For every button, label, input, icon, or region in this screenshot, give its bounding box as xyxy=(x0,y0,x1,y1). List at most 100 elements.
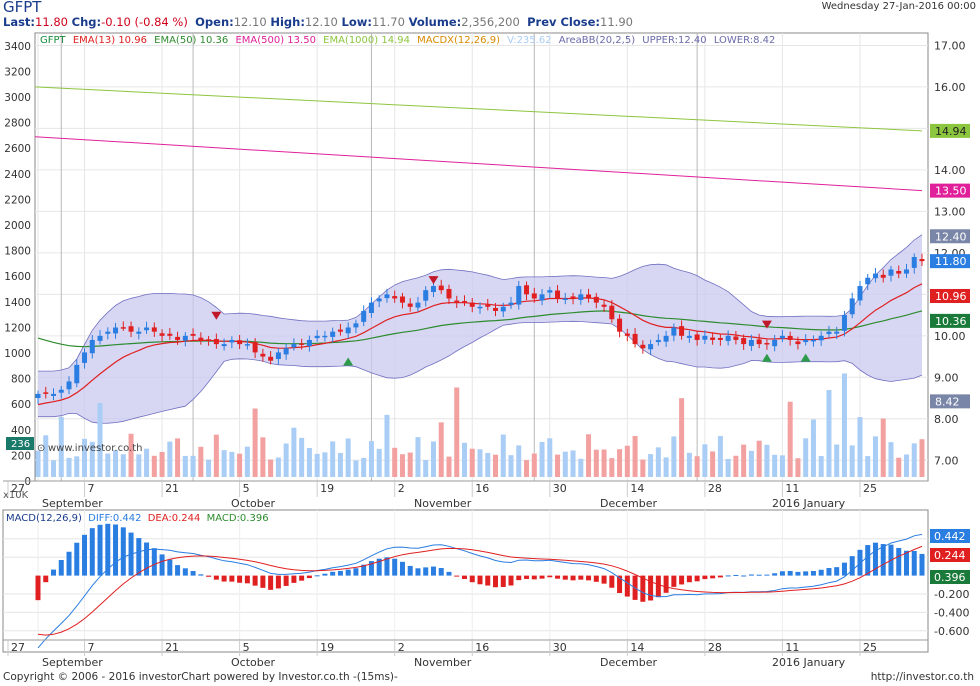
volume-bar xyxy=(710,451,716,477)
volume-bar xyxy=(679,398,685,477)
macd-histogram-bar xyxy=(175,565,181,576)
volume-bar xyxy=(113,450,119,477)
macd-histogram-bar xyxy=(330,571,336,576)
macd-histogram-bar xyxy=(113,524,119,576)
candle-body xyxy=(314,335,320,339)
prev-close-label: Prev Close: xyxy=(527,15,601,29)
date-tick-label: 25 xyxy=(863,482,877,495)
macd-histogram-bar xyxy=(361,564,367,576)
candle-body xyxy=(159,333,165,336)
candle-body xyxy=(175,336,181,340)
macd-histogram-bar xyxy=(841,562,847,576)
date-axis-macd: 27 7 21 5 19 2 16 30 14 28 11 25 September October Nov… xyxy=(3,639,928,669)
candle-body xyxy=(206,339,212,341)
macd-histogram-bar xyxy=(345,569,351,576)
macd-histogram-bar xyxy=(795,571,801,576)
footer-url[interactable]: http://investor.co.th xyxy=(870,671,974,683)
macd-histogram-bar xyxy=(485,575,491,586)
candle-body xyxy=(477,306,483,309)
macd-histogram-bar xyxy=(151,548,157,576)
candle-body xyxy=(268,356,274,361)
volume-bar xyxy=(89,441,95,477)
volume-bar xyxy=(51,460,57,477)
candle-body xyxy=(461,301,467,303)
candle-body xyxy=(686,335,692,338)
date-tick-label: 25 xyxy=(863,641,877,654)
macd-histogram-bar xyxy=(516,575,522,581)
candle-body xyxy=(539,294,545,301)
candle-body xyxy=(376,298,382,302)
candle-body xyxy=(252,342,258,353)
candle-body xyxy=(35,393,41,399)
volume-bar xyxy=(880,418,886,477)
macd-histogram-bar xyxy=(570,575,576,581)
macd-histogram-bar xyxy=(229,575,235,582)
y-right-tick: 7.00 xyxy=(934,454,959,467)
candle-body xyxy=(485,304,491,307)
macd-histogram-bar xyxy=(562,575,568,580)
volume-bar xyxy=(237,453,243,477)
macd-histogram-bar xyxy=(896,547,902,576)
price-tag-text-upper: 12.40 xyxy=(935,230,967,243)
candle-body xyxy=(795,341,801,345)
date-tick-label: 2 xyxy=(398,482,405,495)
volume-bar xyxy=(508,455,514,477)
volume-bar xyxy=(454,387,460,477)
candle-body xyxy=(593,296,599,303)
high-label: High: xyxy=(270,15,305,29)
volume-bar xyxy=(671,436,677,477)
macd-histogram-bar xyxy=(291,575,297,583)
macd-histogram-bar xyxy=(539,575,545,579)
macd-histogram-bar xyxy=(624,575,630,597)
macd-histogram-bar xyxy=(919,553,925,576)
volume-bar xyxy=(655,447,661,477)
macd-histogram-bar xyxy=(903,550,909,576)
volume-bar xyxy=(772,454,778,477)
main-grid xyxy=(35,33,928,481)
candle-body xyxy=(694,334,700,340)
macd-y-tick: -0.200 xyxy=(934,588,969,601)
open-value: 12.10 xyxy=(233,15,267,29)
volume-bar xyxy=(345,438,351,477)
candle-body xyxy=(97,335,103,341)
macd-tag-dea xyxy=(930,548,970,562)
y-left-tick: 1600 xyxy=(4,271,31,283)
macd-histogram-bar xyxy=(260,575,266,588)
volume-bar xyxy=(477,449,483,477)
macd-histogram-bar xyxy=(120,527,126,576)
month-label: September xyxy=(42,656,103,669)
macd-histogram-bar xyxy=(206,575,212,577)
volume-bar xyxy=(82,438,88,477)
date-tick-label: 27 xyxy=(11,641,25,654)
candle-body xyxy=(632,333,638,345)
macd-histogram-bar xyxy=(477,575,483,585)
date-tick-label: 19 xyxy=(320,482,334,495)
y-right-tick: 16.00 xyxy=(934,81,966,94)
high-value: 12.10 xyxy=(304,15,338,29)
volume-bar xyxy=(392,447,398,477)
y-left-tick: 2000 xyxy=(4,220,31,232)
price-tag-lower xyxy=(930,394,970,409)
date-tick-label: 27 xyxy=(11,482,25,495)
candle-body xyxy=(500,306,506,312)
macd-histogram-bar xyxy=(415,568,421,576)
volume-bar xyxy=(756,440,762,477)
volume-bar xyxy=(795,458,801,477)
volume-bar xyxy=(562,451,568,477)
volume-bar xyxy=(198,446,204,477)
macd-histogram-bar xyxy=(679,575,685,585)
last-label: Last: xyxy=(3,15,36,29)
volume-bar xyxy=(531,453,537,477)
macd-histogram-bar xyxy=(865,545,871,576)
price-tag-text-ema13: 10.96 xyxy=(935,290,967,303)
macd-histogram-bar xyxy=(640,575,646,602)
month-label: October xyxy=(231,656,275,669)
volume-bar xyxy=(438,422,444,477)
volume-bar xyxy=(446,456,452,477)
candle-body xyxy=(826,331,832,335)
macd-histogram-bar xyxy=(547,575,553,578)
volume-bar xyxy=(105,453,111,477)
volume-value: 2,356,200 xyxy=(461,15,520,29)
candle-body xyxy=(469,302,475,307)
